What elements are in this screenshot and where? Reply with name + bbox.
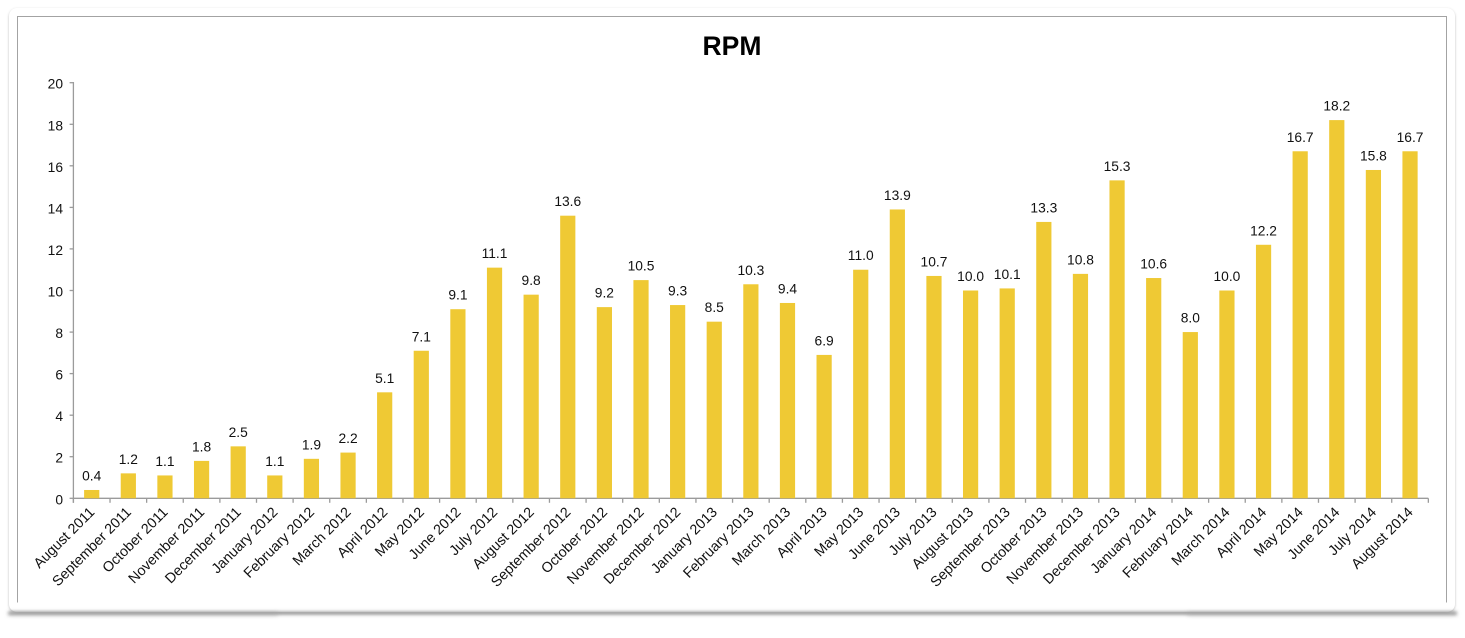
svg-text:10.5: 10.5 [628, 259, 655, 274]
svg-text:6: 6 [55, 368, 63, 383]
svg-text:9.4: 9.4 [778, 281, 798, 296]
svg-text:5.1: 5.1 [375, 371, 394, 386]
svg-text:RPM: RPM [703, 31, 762, 61]
svg-text:8.5: 8.5 [705, 300, 725, 315]
svg-text:10.1: 10.1 [994, 267, 1021, 282]
svg-text:10.7: 10.7 [921, 254, 948, 269]
svg-text:13.3: 13.3 [1030, 200, 1057, 215]
svg-text:10.0: 10.0 [1214, 269, 1241, 284]
svg-text:9.2: 9.2 [595, 286, 614, 301]
svg-text:4: 4 [55, 409, 63, 424]
svg-text:15.8: 15.8 [1360, 148, 1387, 163]
svg-text:10: 10 [48, 285, 64, 300]
svg-text:15.3: 15.3 [1104, 159, 1131, 174]
svg-text:0: 0 [55, 492, 63, 507]
svg-text:8.0: 8.0 [1181, 311, 1201, 326]
svg-text:10.3: 10.3 [737, 263, 764, 278]
svg-text:1.8: 1.8 [192, 439, 212, 454]
svg-text:12: 12 [48, 243, 63, 258]
svg-text:13.9: 13.9 [884, 188, 911, 203]
svg-text:18: 18 [48, 118, 64, 133]
svg-text:16.7: 16.7 [1397, 130, 1424, 145]
svg-text:1.1: 1.1 [265, 454, 284, 469]
svg-text:13.6: 13.6 [554, 194, 581, 209]
svg-text:11.0: 11.0 [848, 248, 874, 263]
svg-text:10.6: 10.6 [1140, 257, 1167, 272]
svg-text:2.2: 2.2 [338, 431, 357, 446]
svg-text:10.8: 10.8 [1067, 252, 1094, 267]
svg-text:7.1: 7.1 [412, 329, 431, 344]
svg-text:0.4: 0.4 [82, 468, 102, 483]
svg-text:9.8: 9.8 [522, 273, 542, 288]
svg-text:16: 16 [48, 160, 64, 175]
svg-text:18.2: 18.2 [1323, 99, 1350, 114]
svg-text:2: 2 [55, 451, 63, 466]
svg-text:16.7: 16.7 [1287, 130, 1314, 145]
svg-text:14: 14 [48, 201, 64, 216]
svg-text:2.5: 2.5 [229, 425, 249, 440]
svg-text:6.9: 6.9 [815, 333, 835, 348]
svg-text:11.1: 11.1 [482, 246, 508, 261]
svg-text:1.2: 1.2 [119, 452, 138, 467]
svg-text:10.0: 10.0 [957, 269, 984, 284]
svg-text:9.3: 9.3 [668, 284, 688, 299]
svg-text:1.9: 1.9 [302, 437, 322, 452]
svg-text:8: 8 [55, 326, 63, 341]
svg-text:9.1: 9.1 [448, 288, 467, 303]
svg-text:1.1: 1.1 [155, 454, 174, 469]
svg-text:12.2: 12.2 [1250, 223, 1277, 238]
svg-text:20: 20 [48, 77, 64, 92]
